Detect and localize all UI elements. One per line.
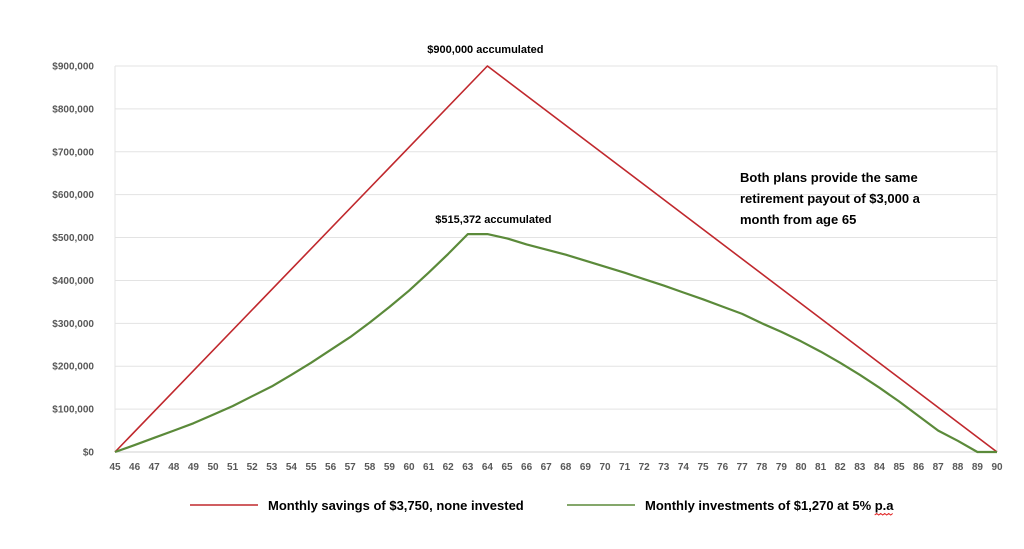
x-tick-label: 69 [580, 462, 592, 473]
y-tick-label: $300,000 [52, 319, 94, 330]
x-tick-label: 84 [874, 462, 886, 473]
x-tick-label: 52 [247, 462, 259, 473]
y-tick-label: $100,000 [52, 405, 94, 416]
x-tick-label: 65 [501, 462, 513, 473]
y-tick-label: $900,000 [52, 62, 94, 73]
x-tick-label: 72 [639, 462, 651, 473]
legend-label-red: Monthly savings of $3,750, none invested [268, 498, 524, 513]
x-tick-label: 64 [482, 462, 494, 473]
x-tick-label: 50 [207, 462, 219, 473]
y-tick-label: $400,000 [52, 276, 94, 287]
x-tick-label: 71 [619, 462, 631, 473]
x-tick-label: 90 [991, 462, 1003, 473]
x-tick-label: 88 [952, 462, 964, 473]
y-tick-label: $600,000 [52, 190, 94, 201]
y-axis-tick-labels: $0 $100,000 $200,000 $300,000 $400,000 $500,0… [52, 62, 94, 459]
x-tick-label: 51 [227, 462, 239, 473]
note-text-line-2: retirement payout of $3,000 a [740, 191, 921, 206]
y-tick-label: $700,000 [52, 147, 94, 158]
x-tick-label: 80 [795, 462, 807, 473]
x-tick-label: 79 [776, 462, 788, 473]
x-tick-label: 77 [737, 462, 749, 473]
annotation-red-peak: $900,000 accumulated [427, 44, 543, 56]
x-tick-label: 75 [697, 462, 709, 473]
x-tick-label: 70 [599, 462, 611, 473]
x-tick-label: 68 [560, 462, 572, 473]
x-tick-label: 49 [188, 462, 200, 473]
x-tick-label: 82 [835, 462, 847, 473]
series-layer [114, 65, 998, 454]
x-tick-label: 55 [305, 462, 317, 473]
x-tick-label: 45 [109, 462, 121, 473]
x-tick-label: 62 [443, 462, 455, 473]
y-tick-label: $200,000 [52, 362, 94, 373]
x-axis-tick-labels: 45 46 47 48 49 50 51 52 53 54 55 56 57 58 59 60 61 62 63 64… [109, 462, 1003, 473]
x-tick-label: 60 [403, 462, 415, 473]
series-line-investments [114, 233, 997, 454]
x-tick-label: 83 [854, 462, 866, 473]
annotation-layer: $900,000 accumulated $515,372 accumulate… [427, 44, 920, 227]
x-tick-label: 66 [521, 462, 533, 473]
x-tick-label: 74 [678, 462, 690, 473]
x-tick-label: 73 [658, 462, 670, 473]
x-tick-label: 81 [815, 462, 827, 473]
x-tick-label: 63 [462, 462, 474, 473]
x-tick-label: 76 [717, 462, 729, 473]
y-tick-label: $0 [83, 448, 95, 459]
legend-label-green: Monthly investments of $1,270 at 5% p.a [645, 498, 894, 513]
series-line-savings [114, 65, 998, 453]
x-tick-label: 53 [266, 462, 278, 473]
x-tick-label: 85 [893, 462, 905, 473]
note-text-line-1: Both plans provide the same [740, 170, 918, 185]
annotation-green-peak: $515,372 accumulated [435, 214, 551, 226]
x-tick-label: 78 [756, 462, 768, 473]
x-tick-label: 57 [345, 462, 357, 473]
y-tick-label: $800,000 [52, 104, 94, 115]
x-tick-label: 54 [286, 462, 298, 473]
x-tick-label: 56 [325, 462, 337, 473]
spellcheck-underline [874, 512, 893, 516]
x-tick-label: 58 [364, 462, 376, 473]
note-text-line-3: month from age 65 [740, 212, 856, 227]
x-tick-label: 87 [933, 462, 945, 473]
x-tick-label: 59 [384, 462, 396, 473]
x-tick-label: 46 [129, 462, 141, 473]
grid-layer [114, 65, 998, 453]
x-tick-label: 47 [149, 462, 161, 473]
x-tick-label: 86 [913, 462, 925, 473]
y-tick-label: $500,000 [52, 233, 94, 244]
legend: Monthly savings of $3,750, none invested… [190, 498, 894, 516]
x-tick-label: 67 [541, 462, 553, 473]
x-tick-label: 89 [972, 462, 984, 473]
x-tick-label: 48 [168, 462, 180, 473]
x-tick-label: 61 [423, 462, 435, 473]
